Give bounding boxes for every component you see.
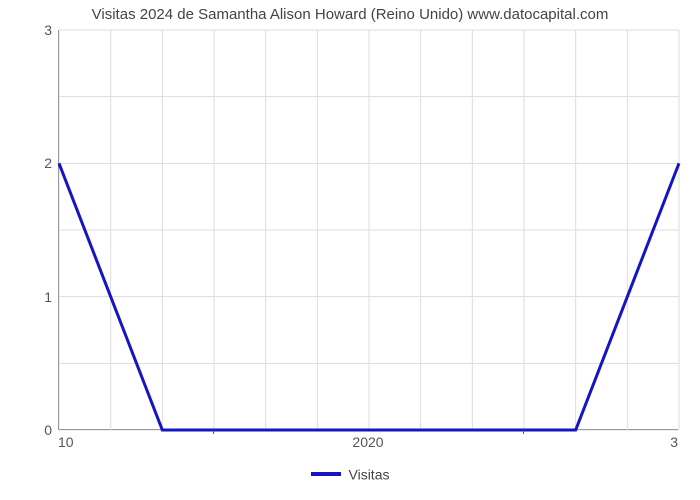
x-minor-tick	[213, 430, 214, 434]
x-tick-label-center: 2020	[352, 434, 383, 450]
y-tick-label: 0	[44, 422, 52, 438]
legend: Visitas	[0, 465, 700, 482]
plot-area	[58, 30, 678, 430]
legend-label: Visitas	[349, 466, 390, 482]
y-tick-label: 3	[44, 22, 52, 38]
x-tick-label-right: 3	[670, 434, 678, 450]
legend-swatch	[311, 472, 341, 476]
chart-container: Visitas 2024 de Samantha Alison Howard (…	[0, 0, 700, 500]
y-tick-label: 1	[44, 289, 52, 305]
chart-title: Visitas 2024 de Samantha Alison Howard (…	[0, 6, 700, 23]
y-tick-label: 2	[44, 155, 52, 171]
x-minor-tick	[523, 430, 524, 434]
x-tick-label-left: 10	[58, 434, 74, 450]
plot-svg	[59, 30, 678, 429]
